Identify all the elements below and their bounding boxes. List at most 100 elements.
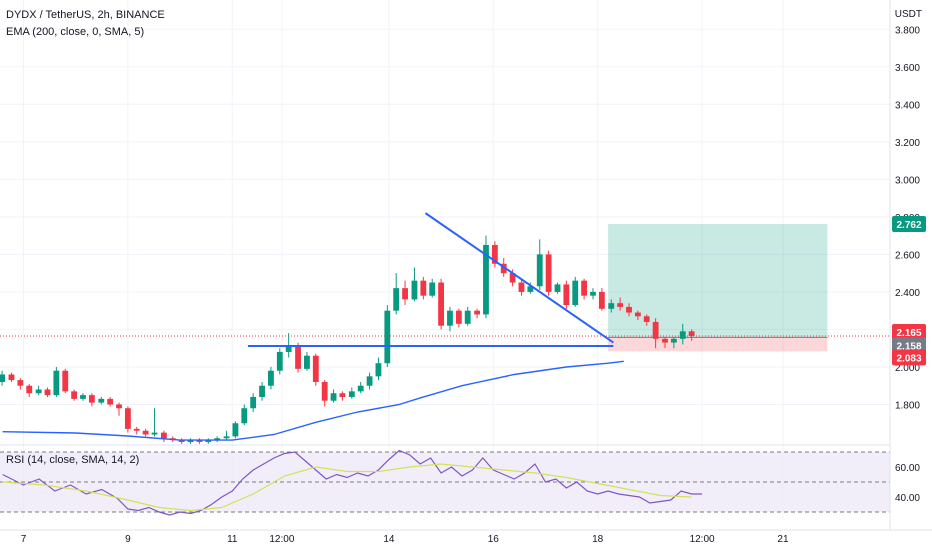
price-badge-label: 2.158 (896, 341, 921, 352)
time-axis[interactable]: 7 9 11 12:00 14 16 18 12:00 21 (0, 529, 932, 545)
time-tick-label: 9 (125, 534, 131, 545)
price-tick-label: 2.600 (895, 250, 920, 261)
price-badge: 2.158 (892, 337, 926, 354)
time-tick-label: 21 (777, 534, 789, 545)
candle-body (536, 254, 543, 287)
candle-body (626, 306, 632, 313)
ema-legend[interactable]: EMA (200, close, 0, SMA, 5) (6, 26, 145, 38)
candle-body (464, 310, 471, 324)
time-tick-label: 18 (592, 534, 604, 545)
price-unit-label: USDT (894, 9, 922, 20)
candle-body (151, 432, 158, 435)
candle-body (133, 428, 140, 431)
rsi-line (2, 449, 703, 516)
candle-body (88, 395, 95, 403)
rsi-tick-label: 40.00 (895, 493, 920, 504)
candle-body (62, 370, 69, 392)
price-badge-label: 2.762 (896, 220, 921, 231)
position-target-zone (608, 223, 828, 338)
candle-body (483, 245, 489, 315)
candle-body (0, 374, 6, 382)
price-tick-label: 3.000 (895, 175, 920, 186)
candle-body (411, 280, 418, 300)
candle-body (572, 280, 579, 306)
candle-body (402, 288, 408, 300)
time-tick-label: 16 (488, 534, 500, 545)
price-badge-bg (892, 337, 926, 354)
price-badge: 2.762 (892, 215, 926, 232)
ema-line (2, 360, 624, 441)
time-tick-label: 11 (227, 534, 238, 545)
candle-body (53, 370, 60, 396)
candle-body (509, 273, 516, 283)
candle-body (563, 284, 570, 306)
candle-body (142, 430, 149, 435)
candlestick-series (0, 235, 695, 444)
candle-body (384, 310, 391, 364)
price-axis-background (890, 0, 932, 550)
rsi-tick-label: 60.00 (895, 463, 920, 474)
rsi-sma-line (2, 463, 692, 512)
candle-body (205, 440, 212, 442)
price-tick-label: 1.800 (895, 400, 920, 411)
price-badge-bg (892, 215, 926, 232)
candle-body (35, 389, 42, 394)
price-badge-bg (892, 324, 926, 340)
price-tick-label: 3.200 (895, 138, 920, 149)
candle-body (393, 288, 400, 311)
candle-body (590, 291, 596, 296)
candle-body (545, 254, 552, 292)
candle-body (98, 398, 105, 403)
price-tick-label: 3.800 (895, 25, 920, 36)
rsi-series (2, 449, 703, 516)
candle-body (348, 391, 355, 397)
candle-body (259, 385, 265, 397)
candle-body (250, 396, 257, 409)
candle-body (330, 393, 337, 401)
candle-body (285, 346, 292, 352)
candle-body (17, 380, 24, 386)
candle-body (474, 310, 481, 315)
candle-body (214, 438, 221, 441)
price-badge-label: 2.083 (896, 353, 921, 364)
candle-body (643, 316, 650, 322)
candle-body (232, 423, 239, 437)
candle-body (312, 355, 319, 382)
candle-body (438, 282, 444, 326)
candle-body (116, 404, 122, 409)
candle-body (321, 381, 328, 401)
candle-body (196, 440, 203, 442)
time-tick-label: 14 (383, 534, 395, 545)
candle-body (581, 280, 588, 296)
time-tick-label: 7 (21, 534, 27, 545)
rsi-band (0, 451, 890, 513)
candle-body (634, 312, 641, 317)
candle-body (420, 280, 427, 296)
price-badge: 2.083 (892, 349, 926, 366)
candle-body (357, 385, 364, 392)
candle-body (617, 303, 624, 307)
price-axis[interactable]: 1.8002.0002.2002.4002.6002.8003.0003.200… (889, 0, 932, 550)
rsi-legend[interactable]: RSI (14, close, SMA, 14, 2) (6, 454, 140, 466)
candle-body (500, 263, 507, 274)
price-tick-label: 3.600 (895, 63, 920, 74)
price-badge-bg (892, 349, 926, 366)
candle-body (295, 346, 301, 369)
candle-body (679, 331, 686, 339)
symbol-title[interactable]: DYDX / TetherUS, 2h, BINANCE (6, 9, 165, 21)
candle-body (80, 395, 86, 399)
candle-body (44, 389, 51, 396)
candle-body (107, 398, 114, 405)
candle-body (71, 391, 78, 399)
grid (0, 0, 932, 518)
price-badge: 2.165 (892, 324, 926, 340)
resistance-trendline (424, 212, 614, 344)
time-tick-label: 12:00 (269, 534, 294, 545)
candle-body (8, 374, 15, 381)
price-badge-label: 2.165 (896, 328, 921, 339)
price-tick-label: 2.000 (895, 363, 920, 374)
candle-body (160, 432, 167, 439)
trendlines[interactable] (247, 212, 614, 347)
candle-body (124, 408, 131, 429)
